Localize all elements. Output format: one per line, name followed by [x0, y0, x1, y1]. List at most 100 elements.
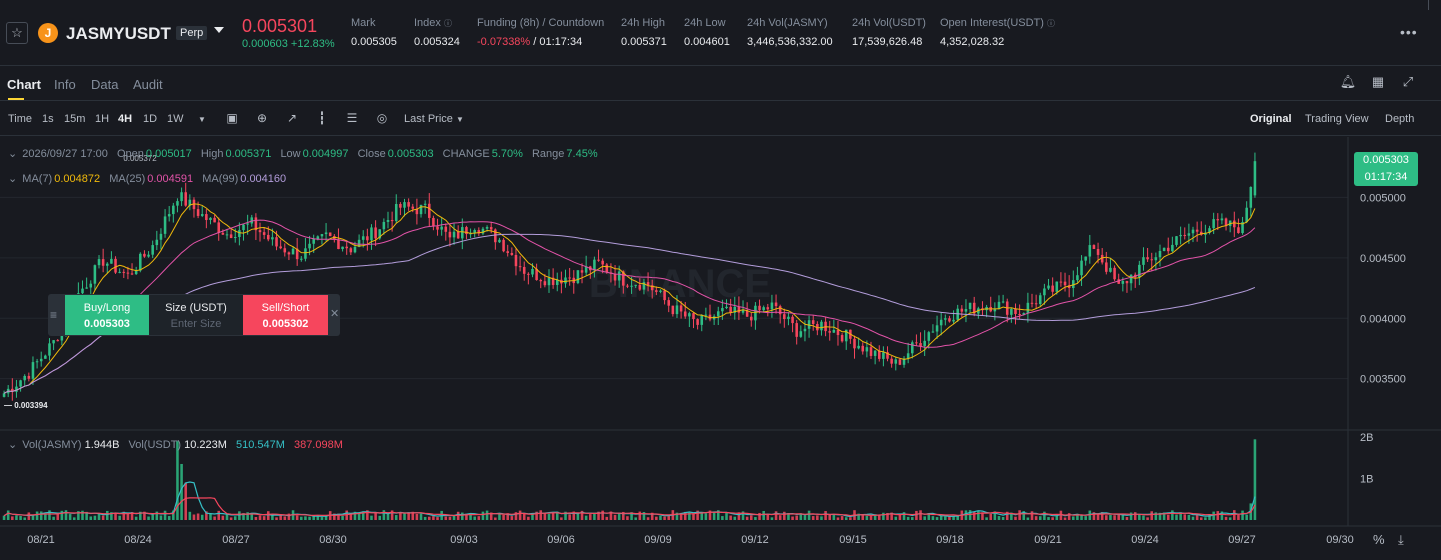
- candles: [2, 152, 1257, 401]
- volume-bar: [448, 516, 452, 520]
- interval-1d[interactable]: 1D: [143, 113, 158, 125]
- volume-bar: [118, 515, 121, 520]
- candle: [1072, 270, 1075, 297]
- candle: [386, 211, 390, 229]
- tab-data[interactable]: Data: [91, 77, 119, 92]
- candle-body: [110, 258, 113, 264]
- candle: [1216, 213, 1220, 230]
- candle: [300, 256, 303, 262]
- candle: [716, 306, 720, 325]
- candle: [122, 269, 126, 279]
- close-icon[interactable]: ✕: [330, 308, 340, 320]
- expand-icon[interactable]: ⤢: [1402, 74, 1414, 89]
- volume-bar: [1113, 515, 1116, 520]
- view-trading-view[interactable]: Trading View: [1305, 113, 1369, 125]
- volume-bar: [304, 516, 307, 520]
- candle-body: [1010, 308, 1013, 315]
- interval-1s[interactable]: 1s: [42, 113, 54, 125]
- auto-scale-icon[interactable]: ⤓: [1398, 532, 1404, 547]
- candle-body: [147, 254, 150, 257]
- crosshair-icon[interactable]: ⊕: [256, 111, 268, 125]
- interval-1h[interactable]: 1H: [95, 113, 110, 125]
- volume-bar: [824, 511, 827, 520]
- indicator-settings-icon[interactable]: ☰: [346, 111, 358, 125]
- symbol-name[interactable]: JASMYUSDT: [66, 24, 171, 43]
- volume-bar: [262, 516, 266, 520]
- volume-bar: [547, 513, 551, 520]
- candle-body: [39, 358, 43, 362]
- price-type-select[interactable]: Last Price ▼: [404, 113, 464, 125]
- volume-bar: [345, 510, 348, 520]
- candle: [184, 182, 187, 207]
- volume-bar: [489, 512, 493, 520]
- interval-time[interactable]: Time: [8, 113, 33, 125]
- layout-grid-icon[interactable]: ▦: [1371, 74, 1385, 89]
- volume-bar: [494, 517, 497, 520]
- candle: [271, 228, 274, 246]
- candle-body: [477, 230, 481, 234]
- volume-bar: [287, 513, 291, 520]
- favorite-star-icon[interactable]: ☆: [6, 22, 28, 44]
- interval-dropdown-icon[interactable]: ▼: [198, 115, 206, 124]
- volume-bar: [1051, 517, 1054, 520]
- volume-bar: [1204, 517, 1207, 520]
- percent-scale-icon[interactable]: %: [1373, 532, 1385, 547]
- candle-body: [444, 226, 448, 232]
- volume-ma10-line: [3, 497, 1256, 517]
- interval-1w[interactable]: 1W: [167, 113, 184, 125]
- interval-4h[interactable]: 4H: [118, 113, 133, 125]
- view-original[interactable]: Original: [1250, 113, 1292, 125]
- volume-bar: [1034, 516, 1038, 520]
- target-icon[interactable]: ◎: [376, 111, 388, 125]
- bell-icon[interactable]: 🔔︎: [1339, 74, 1357, 89]
- candle-body: [271, 237, 274, 240]
- candle-body: [597, 259, 600, 261]
- candle-body: [370, 227, 373, 241]
- volume-bar: [35, 511, 39, 520]
- candle-body: [828, 331, 832, 333]
- more-options-icon[interactable]: •••: [1400, 24, 1418, 40]
- candle: [1088, 234, 1092, 264]
- candle-type-icon[interactable]: ┇: [318, 111, 326, 125]
- candle-body: [452, 231, 456, 238]
- volume-bar: [151, 514, 154, 520]
- interval-15m[interactable]: 15m: [64, 113, 86, 125]
- view-depth[interactable]: Depth: [1385, 113, 1415, 125]
- candle-body: [605, 264, 609, 273]
- high-marker: 0.005372: [123, 154, 157, 163]
- candle-body: [502, 239, 505, 252]
- line-chart-icon[interactable]: ↗: [286, 111, 298, 125]
- sell-short-button[interactable]: Sell/Short 0.005302: [243, 295, 328, 335]
- candle-body: [1026, 302, 1030, 314]
- candle-body: [836, 329, 840, 336]
- volume-bar: [518, 510, 522, 520]
- candle-body: [1191, 229, 1195, 234]
- candle: [1142, 247, 1145, 271]
- volume-bar: [861, 514, 865, 520]
- volume-bar: [473, 516, 476, 520]
- volume-bar: [972, 511, 976, 520]
- symbol-dropdown-icon[interactable]: [214, 27, 224, 33]
- candle: [101, 248, 105, 273]
- candle-body: [518, 266, 522, 268]
- volume-bar: [110, 512, 113, 520]
- candle: [382, 218, 386, 235]
- candlestick-chart[interactable]: BINANCE 0.0050000.0045000.0040000.003500…: [0, 137, 1441, 560]
- candle-body: [964, 309, 968, 312]
- candle-body: [172, 205, 175, 215]
- calendar-icon[interactable]: ▣: [226, 111, 238, 125]
- candle: [745, 302, 749, 317]
- volume-bar: [1014, 516, 1017, 520]
- candle-body: [1018, 314, 1021, 316]
- size-input[interactable]: Size (USDT) Enter Size: [149, 295, 243, 335]
- tab-chart[interactable]: Chart: [7, 77, 41, 92]
- drag-handle-icon[interactable]: ≡: [50, 308, 58, 322]
- volume-bar: [882, 512, 885, 520]
- buy-long-button[interactable]: Buy/Long 0.005303: [65, 295, 149, 335]
- tab-info[interactable]: Info: [54, 77, 76, 92]
- candle-body: [312, 238, 315, 244]
- candle-body: [324, 232, 328, 235]
- candle-body: [1204, 232, 1207, 235]
- tab-audit[interactable]: Audit: [133, 77, 163, 92]
- candle-body: [1096, 248, 1100, 255]
